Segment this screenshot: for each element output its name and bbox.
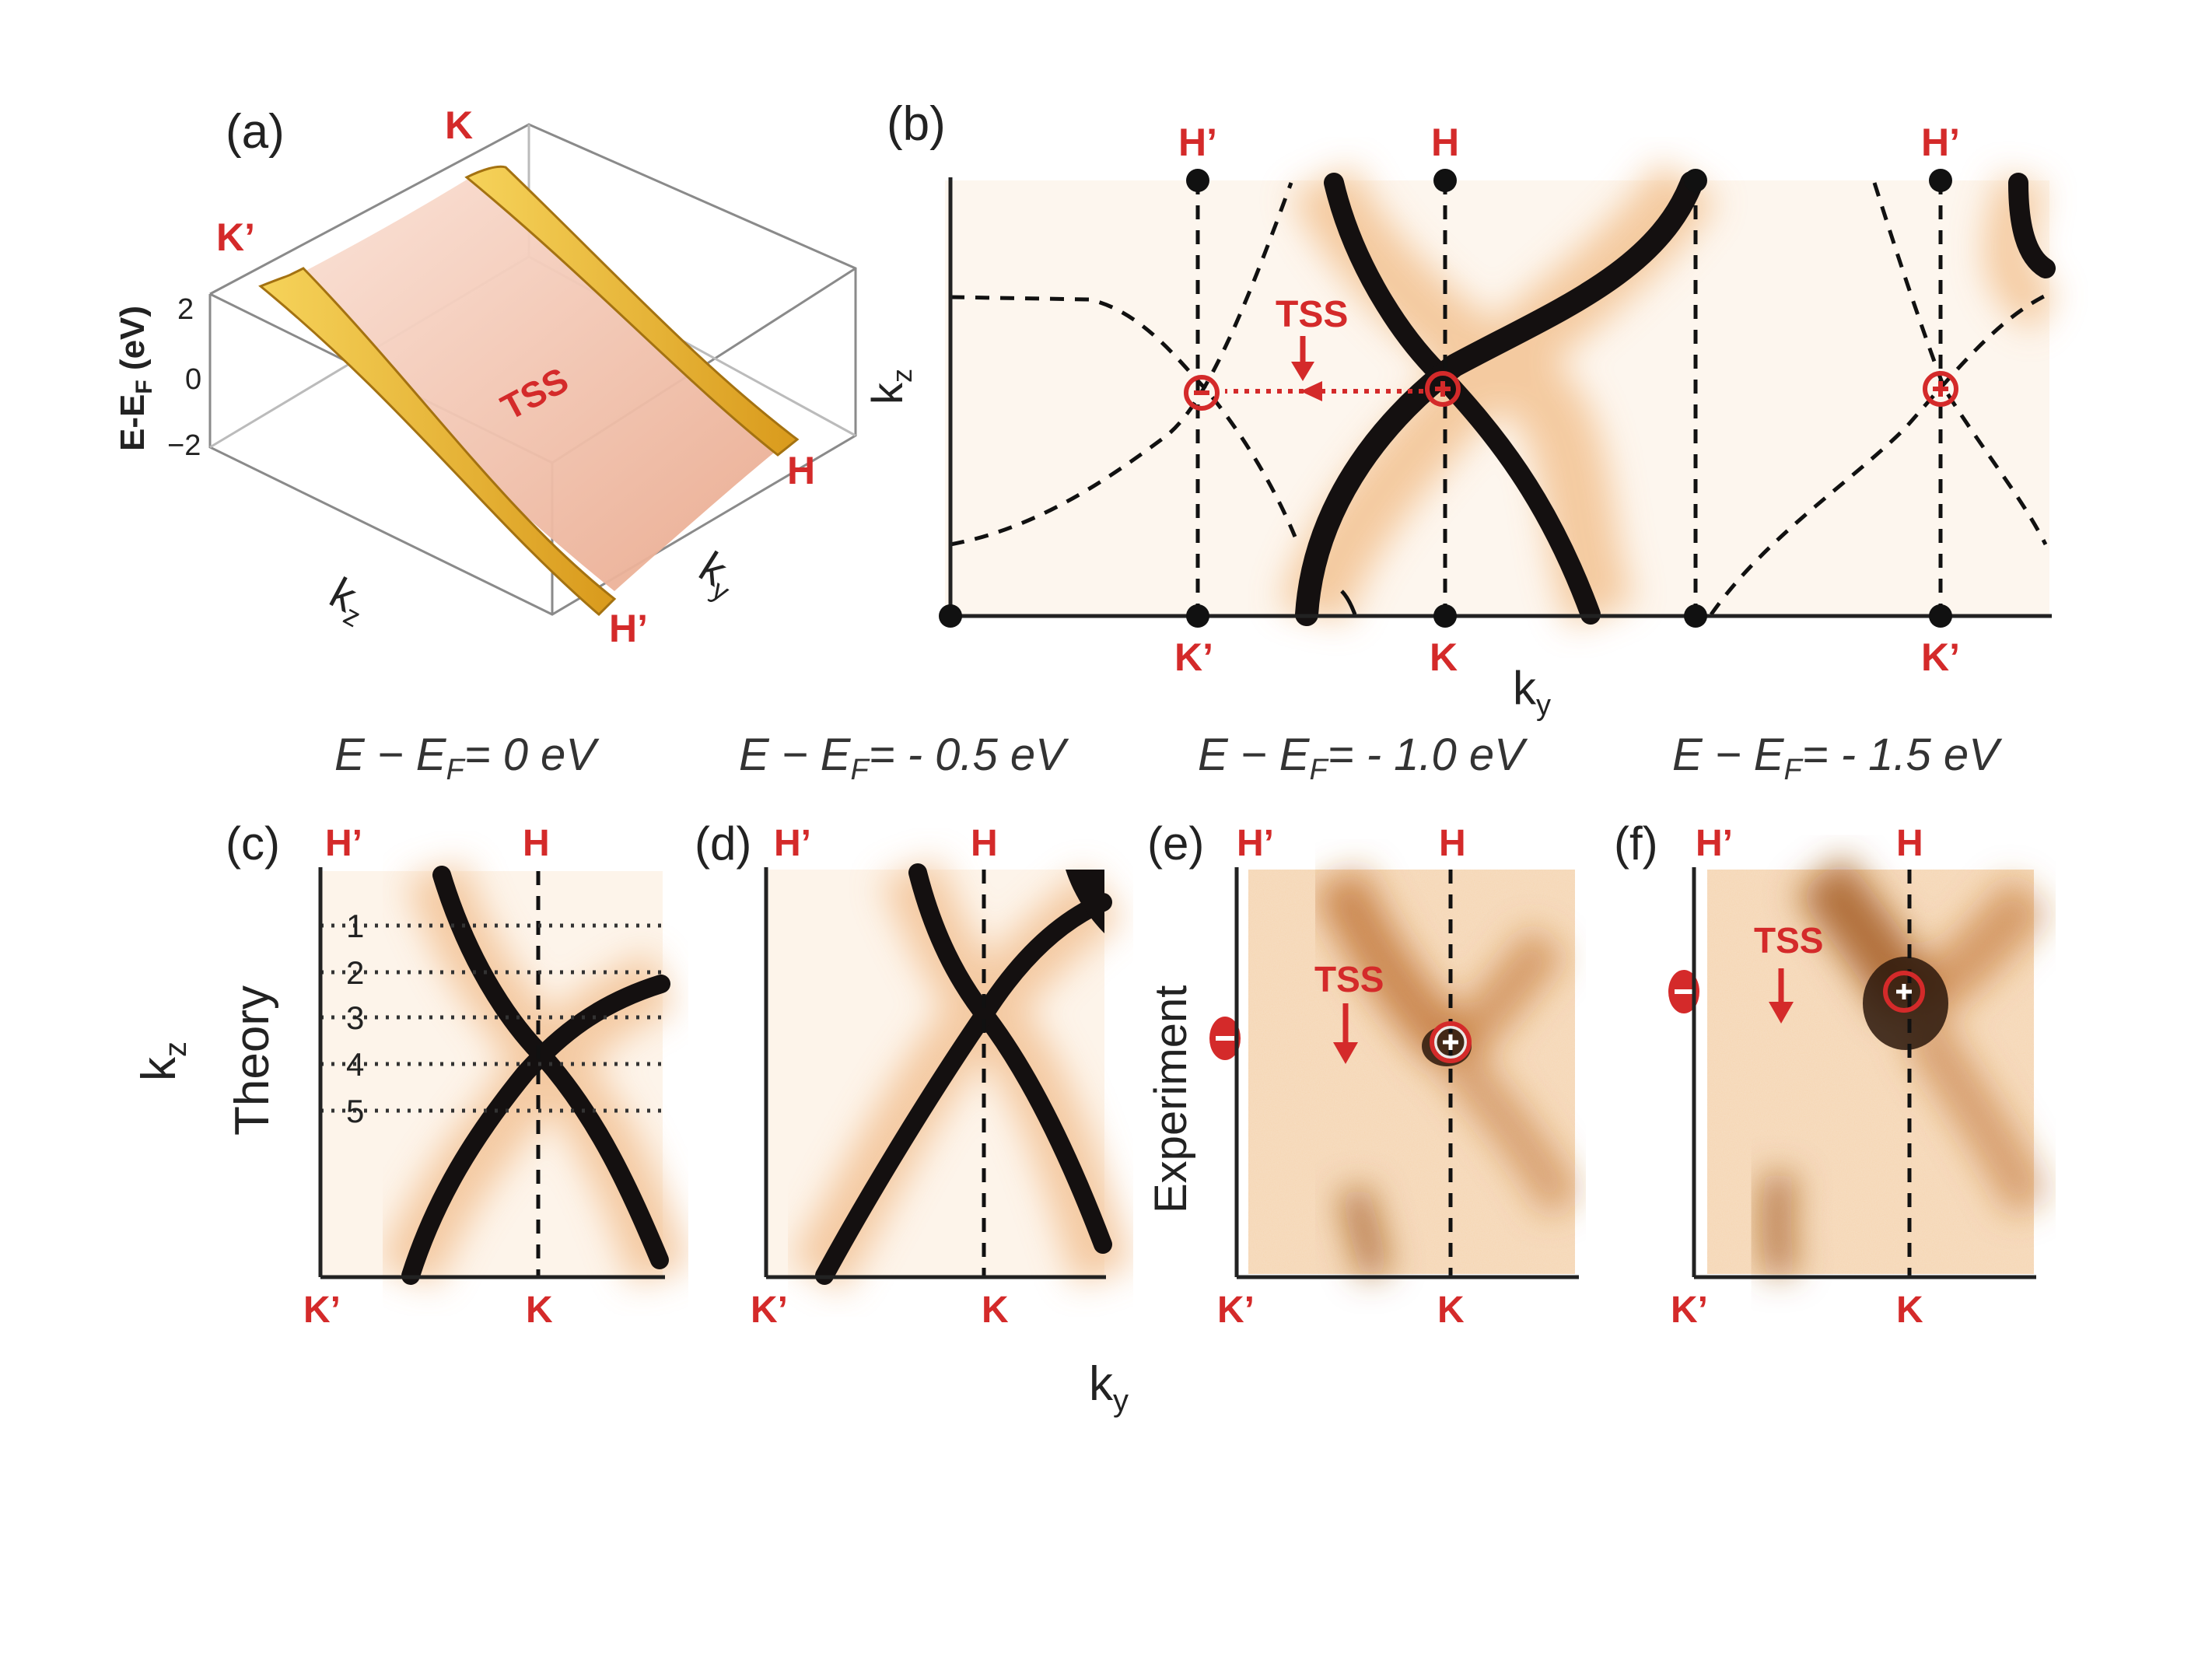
c-top-H: H: [523, 823, 550, 864]
panel-a-kz-label: kz: [320, 568, 377, 633]
panel-b-tss-arrow: [1291, 336, 1314, 381]
energy-title-1: E − EF= - 0.5 eV: [739, 730, 1069, 786]
shared-ky-label: ky: [1089, 1357, 1129, 1418]
panel-e-tag: (e): [1147, 817, 1204, 870]
panel-e: (e) TSS H’ H K’ K: [1147, 817, 1582, 1331]
panel-f-tss-label: TSS: [1754, 920, 1823, 961]
d-bottom-K: K: [982, 1290, 1009, 1331]
d-top-H: H: [971, 823, 998, 864]
f-bottom-Kprime: K’: [1671, 1290, 1708, 1331]
energy-title-2: E − EF= - 1.0 eV: [1198, 730, 1528, 786]
d-bottom-Kprime: K’: [751, 1290, 788, 1331]
panel-f-dirac-marker: [1883, 971, 1925, 1013]
c-bottom-K: K: [526, 1290, 553, 1331]
panel-b-dots: [939, 169, 1952, 628]
panel-b: (b): [863, 97, 2059, 722]
panel-d-bands: [815, 863, 1112, 1285]
b-top-Hprime-1: H’: [1178, 121, 1217, 164]
svg-text:kz: kz: [320, 568, 377, 633]
f-bottom-K: K: [1896, 1290, 1923, 1331]
panel-d: (d) H’ H K’ K: [695, 817, 1134, 1331]
panel-b-bands: [1295, 171, 2056, 626]
e-top-H: H: [1439, 823, 1466, 864]
b-bottom-Kprime-1: K’: [1174, 635, 1213, 679]
panel-b-tag: (b): [887, 97, 946, 151]
panel-a-ky-label: ky: [688, 542, 747, 608]
corner-Kprime: K’: [216, 215, 255, 259]
z-tick-0: 0: [185, 363, 201, 396]
svg-text:Theory: Theory: [226, 985, 279, 1136]
energy-title-3: E − EF= - 1.5 eV: [1672, 730, 2003, 786]
svg-text:kz: kz: [863, 369, 918, 404]
cut-5: 5: [346, 1093, 364, 1129]
b-bottom-K: K: [1430, 635, 1458, 679]
svg-text:ky: ky: [688, 542, 747, 608]
panel-e-noise: [1248, 870, 1575, 1274]
cut-4: 4: [346, 1046, 364, 1083]
corner-H: H: [787, 449, 815, 492]
f-top-H: H: [1896, 823, 1923, 864]
theory-label: Theory: [226, 985, 279, 1136]
panel-a: (a) TSS E-EF (eV) 2 0 −2 K K’ H H’: [114, 103, 857, 650]
tss-surface: [272, 175, 786, 591]
experiment-label: Experiment: [1146, 985, 1196, 1213]
energy-titles: E − EF= 0 eV E − EF= - 0.5 eV E − EF= - …: [334, 730, 2003, 786]
panel-b-dashed-bands: [950, 182, 2048, 616]
panel-c-bands: [401, 866, 670, 1285]
b-top-Hprime-2: H’: [1921, 121, 1960, 164]
energy-title-0: E − EF= 0 eV: [334, 730, 600, 786]
e-bottom-K: K: [1437, 1290, 1465, 1331]
panel-c-cut-lines: [320, 923, 663, 1113]
z-tick-minus2: −2: [167, 429, 201, 462]
panel-b-ylabel: kz: [863, 369, 918, 404]
z-tick-2: 2: [177, 293, 194, 326]
panel-d-tag: (d): [695, 817, 751, 870]
panel-d-corner-band: [1066, 870, 1104, 933]
c-top-Hprime: H’: [325, 823, 362, 864]
panel-b-dirac-markers: [1184, 371, 1958, 411]
panel-b-tss-label: TSS: [1276, 294, 1348, 335]
panel-f-dirac-spot: [1863, 957, 1948, 1050]
panel-b-xlabel: ky: [1513, 662, 1551, 722]
panel-b-shift-arrow: [1225, 381, 1423, 401]
svg-text:Experiment: Experiment: [1146, 985, 1196, 1213]
panel-a-zlabel: E-EF (eV): [114, 306, 157, 451]
shared-kz-label: kz: [132, 1041, 193, 1081]
panel-e-tss-label: TSS: [1314, 959, 1384, 999]
panel-e-minus-marker: [1209, 1017, 1241, 1060]
panel-f-minus-marker: [1668, 970, 1699, 1013]
svg-text:kz: kz: [132, 1041, 193, 1081]
panel-f-tag: (f): [1614, 817, 1658, 870]
bulk-arc-right: [464, 165, 800, 457]
svg-text:E-EF (eV): E-EF (eV): [114, 306, 157, 451]
b-top-H: H: [1431, 121, 1459, 164]
panel-c: (c) 1 2 3 4 5 H’ H K’ K: [226, 817, 691, 1331]
panel-c-tag: (c): [226, 817, 280, 870]
cut-3: 3: [346, 999, 364, 1036]
bulk-arc-left: [258, 267, 617, 617]
corner-Hprime: H’: [609, 607, 648, 650]
d-top-Hprime: H’: [774, 823, 811, 864]
panel-e-tss-arrow: [1333, 1003, 1358, 1064]
panel-f-tss-arrow: [1769, 968, 1794, 1024]
e-bottom-Kprime: K’: [1217, 1290, 1255, 1331]
cut-1: 1: [346, 908, 364, 944]
panel-b-verticals: [1195, 180, 1943, 614]
c-bottom-Kprime: K’: [303, 1290, 341, 1331]
f-top-Hprime: H’: [1696, 823, 1733, 864]
panel-a-tag: (a): [226, 105, 285, 159]
panel-e-dirac-marker: [1430, 1021, 1472, 1063]
panel-f: (f) TSS H’ H K’ K: [1614, 817, 2051, 1331]
corner-K: K: [445, 103, 473, 147]
e-top-Hprime: H’: [1237, 823, 1274, 864]
cut-2: 2: [346, 954, 364, 991]
b-bottom-Kprime-2: K’: [1921, 635, 1960, 679]
